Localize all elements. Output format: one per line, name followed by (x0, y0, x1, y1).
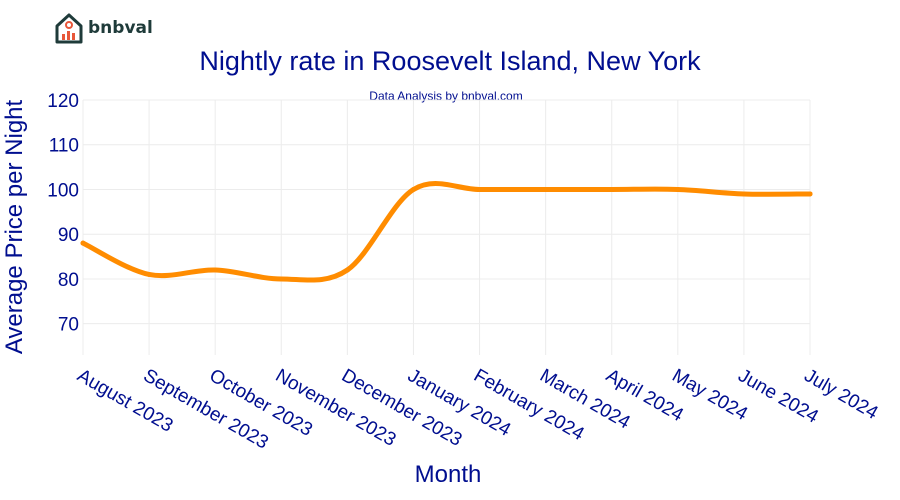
data-point (80, 240, 86, 246)
y-axis: 70 80 90 100 110 120 (47, 91, 79, 336)
data-point (146, 271, 152, 277)
data-point (477, 186, 483, 192)
y-tick-label: 120 (47, 91, 79, 112)
y-tick-label: 100 (47, 180, 79, 201)
data-point (344, 267, 350, 273)
grid (82, 99, 811, 355)
y-tick-label: 110 (49, 136, 79, 157)
data-point (410, 186, 416, 192)
brand-logo: bnbval (54, 12, 153, 44)
y-axis-title: Average Price per Night (1, 99, 28, 354)
x-axis-title: Month (415, 461, 482, 488)
x-tick-label: February 2024 (470, 365, 588, 445)
data-point (675, 186, 681, 192)
data-point (212, 267, 218, 273)
data-point (543, 186, 549, 192)
data-point (278, 276, 284, 282)
y-tick-label: 70 (58, 315, 79, 336)
y-tick-label: 80 (58, 270, 79, 291)
data-point (807, 191, 813, 197)
data-point (609, 186, 615, 192)
chart-title: Nightly rate in Roosevelt Island, New Yo… (199, 46, 701, 76)
data-point (741, 191, 747, 197)
y-tick-label: 90 (58, 225, 79, 246)
house-chart-icon (55, 13, 83, 44)
brand-name: bnbval (88, 18, 153, 38)
chart-subtitle: Data Analysis by bnbval.com (369, 89, 522, 103)
series (80, 181, 813, 283)
series-line (80, 181, 813, 283)
